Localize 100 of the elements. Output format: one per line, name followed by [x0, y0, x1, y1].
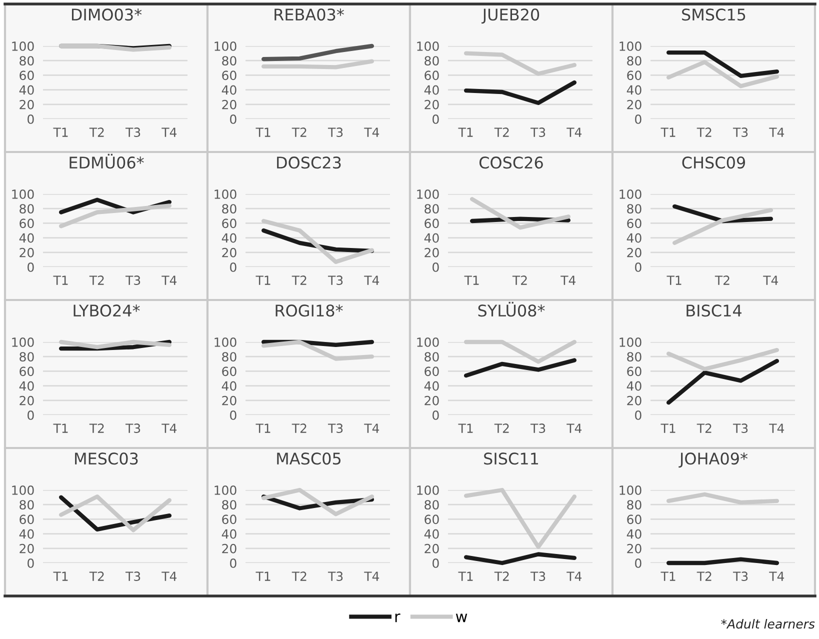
y-tick-label: 40: [424, 85, 439, 95]
x-tick-label: T4: [364, 572, 380, 581]
x-tick-label: T4: [566, 572, 582, 581]
x-tick-label: T2: [494, 424, 509, 433]
x-tick-label: T1: [53, 424, 68, 433]
y-tick-label: 100: [12, 189, 34, 199]
x-tick-label: T1: [256, 128, 270, 137]
x-tick-label: T4: [162, 424, 177, 433]
y-tick-label: 100: [417, 41, 439, 51]
x-tick-label: T3: [530, 424, 546, 434]
y-tick-label: 0: [230, 262, 236, 272]
x-tick-label: T2: [696, 128, 712, 137]
y-tick-label: 60: [627, 218, 642, 228]
chart-title: DOSC23: [277, 156, 341, 169]
x-tick-label: T3: [125, 276, 140, 286]
y-tick-label: 0: [432, 262, 439, 272]
chart-title: JOHA09*: [678, 452, 748, 468]
y-tick-label: 0: [28, 558, 34, 568]
y-tick-label: 40: [626, 529, 642, 539]
y-tick-label: 20: [627, 100, 642, 110]
y-tick-label: 20: [20, 248, 34, 258]
y-tick-label: 100: [12, 485, 34, 495]
x-tick-label: T1: [666, 276, 682, 285]
y-tick-label: 80: [20, 204, 34, 214]
y-tick-label: 100: [620, 337, 642, 347]
y-tick-label: 40: [626, 381, 642, 391]
x-tick-label: T1: [458, 424, 473, 433]
y-tick-label: 80: [424, 56, 439, 66]
y-tick-label: 100: [12, 41, 34, 51]
y-tick-label: 20: [424, 396, 439, 406]
x-tick-label: T1: [464, 276, 479, 285]
x-tick-label: T4: [162, 276, 177, 285]
chart-title: BISC14: [686, 304, 742, 317]
y-tick-label: 100: [417, 485, 439, 495]
y-tick-label: 100: [214, 337, 236, 347]
x-tick-label: T3: [530, 128, 546, 138]
y-tick-label: 20: [20, 544, 34, 554]
chart-title: EDMÜ06*: [70, 154, 144, 169]
x-tick-label: T4: [560, 276, 576, 285]
chart-title: REBA03*: [274, 8, 344, 21]
y-tick-label: 0: [230, 410, 236, 420]
y-tick-label: 60: [424, 70, 439, 80]
y-tick-label: 80: [20, 500, 34, 510]
x-tick-label: T2: [292, 572, 306, 581]
x-tick-label: T2: [292, 128, 306, 137]
y-tick-label: 80: [222, 56, 236, 66]
y-tick-label: 20: [222, 396, 236, 406]
x-tick-label: T2: [89, 572, 104, 581]
chart-title: MESC03: [75, 452, 138, 465]
y-tick-label: 80: [424, 500, 439, 510]
y-tick-label: 0: [28, 410, 34, 420]
y-tick-label: 0: [230, 558, 236, 568]
y-tick-label: 60: [222, 70, 236, 80]
y-tick-label: 40: [19, 85, 34, 95]
chart-title: SISC11: [484, 452, 538, 465]
y-tick-label: 60: [424, 366, 439, 376]
x-tick-label: T3: [125, 424, 140, 434]
y-tick-label: 0: [635, 262, 642, 272]
x-tick-label: T1: [660, 128, 676, 137]
y-tick-label: 0: [28, 114, 34, 124]
y-tick-label: 40: [222, 85, 236, 95]
x-tick-label: T3: [328, 276, 343, 286]
y-tick-label: 60: [20, 70, 34, 80]
x-tick-label: T3: [530, 572, 546, 582]
y-tick-label: 40: [19, 529, 34, 539]
y-tick-label: 20: [627, 248, 642, 258]
x-tick-label: T4: [364, 276, 380, 285]
x-tick-label: T4: [364, 128, 380, 137]
y-tick-label: 0: [28, 262, 34, 272]
chart-title: MASC05: [277, 452, 341, 465]
y-tick-label: 60: [627, 366, 642, 376]
y-tick-label: 100: [620, 485, 642, 495]
y-tick-label: 20: [20, 100, 34, 110]
chart-title: SMSC15: [682, 8, 746, 21]
y-tick-label: 0: [635, 410, 642, 420]
y-tick-label: 0: [635, 114, 642, 124]
x-tick-label: T3: [328, 424, 343, 434]
y-tick-label: 60: [627, 70, 642, 80]
y-tick-label: 40: [222, 381, 236, 391]
x-tick-label: T2: [696, 572, 712, 581]
y-tick-label: 20: [627, 396, 642, 406]
text: *Adult learners: [721, 618, 815, 629]
x-tick-label: T3: [328, 572, 343, 582]
y-tick-label: 100: [214, 485, 236, 495]
y-tick-label: 80: [424, 352, 439, 362]
y-tick-label: 40: [626, 233, 642, 243]
y-tick-label: 60: [222, 514, 236, 524]
y-tick-label: 100: [620, 189, 642, 199]
y-tick-label: 0: [230, 114, 236, 124]
x-tick-label: T2: [494, 572, 509, 581]
chart-title: ROGI18*: [276, 304, 343, 317]
y-tick-label: 80: [222, 500, 236, 510]
y-tick-label: 100: [214, 189, 236, 199]
x-tick-label: T2: [89, 128, 104, 137]
y-tick-label: 100: [417, 337, 439, 347]
y-tick-label: 40: [424, 233, 439, 243]
x-tick-label: T2: [494, 128, 509, 137]
legend-label: r: [395, 614, 400, 622]
x-tick-label: T4: [364, 424, 380, 433]
y-tick-label: 40: [626, 85, 642, 95]
